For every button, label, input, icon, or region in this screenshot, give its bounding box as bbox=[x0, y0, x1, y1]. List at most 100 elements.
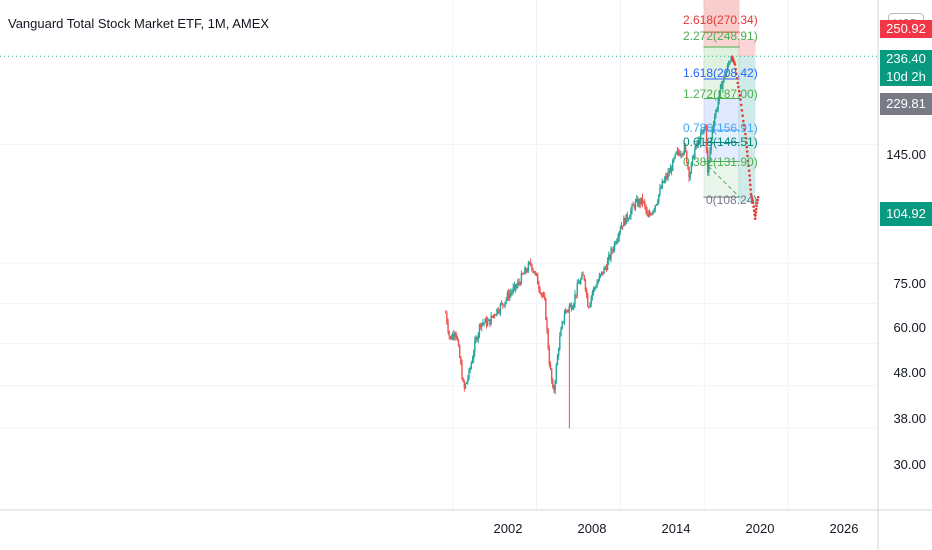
projection-dot bbox=[750, 195, 753, 198]
candle-body bbox=[656, 201, 659, 205]
candle-body bbox=[469, 368, 471, 370]
candle-body bbox=[497, 308, 499, 313]
candle-body bbox=[485, 318, 488, 326]
projection-dot bbox=[742, 119, 745, 123]
candle-body bbox=[516, 285, 518, 289]
candle-body bbox=[582, 274, 584, 276]
candle-body bbox=[688, 167, 690, 178]
candle-body bbox=[597, 280, 599, 284]
candle-body bbox=[584, 279, 587, 290]
candle-body bbox=[609, 255, 611, 259]
candle-body bbox=[665, 175, 667, 180]
candle-body bbox=[490, 315, 492, 325]
projection-dot bbox=[756, 195, 760, 199]
projection-dot bbox=[744, 132, 747, 136]
candle-body bbox=[731, 58, 733, 61]
candle-body bbox=[696, 143, 698, 145]
candle-body bbox=[456, 336, 459, 341]
price-tag-upper-red: 250.92 bbox=[880, 20, 932, 38]
candle-body bbox=[683, 144, 686, 153]
candle-body bbox=[503, 304, 505, 306]
candle-body bbox=[679, 153, 681, 156]
projection-dot bbox=[735, 76, 739, 80]
candle-body bbox=[573, 303, 575, 309]
candle-body bbox=[647, 212, 650, 218]
candle-body bbox=[624, 218, 626, 225]
candle-body bbox=[669, 168, 672, 174]
candle-body bbox=[570, 304, 573, 310]
candle-body bbox=[505, 298, 507, 302]
candle-body bbox=[510, 292, 512, 294]
candle-body bbox=[562, 321, 565, 323]
candle-body bbox=[691, 155, 694, 163]
candle-body bbox=[717, 100, 719, 110]
y-tick-label: 145.00 bbox=[886, 147, 926, 162]
candle-body bbox=[553, 387, 555, 391]
candle-body bbox=[605, 267, 608, 271]
candle-body bbox=[667, 172, 669, 178]
candle-body bbox=[491, 315, 493, 317]
candle-body bbox=[612, 249, 615, 251]
candle-body bbox=[577, 282, 580, 284]
candle-body bbox=[599, 274, 602, 276]
candle-body bbox=[604, 267, 606, 269]
candle-body bbox=[670, 168, 673, 171]
candle-body bbox=[719, 84, 722, 91]
candle-body bbox=[666, 175, 668, 178]
candle-body bbox=[727, 63, 730, 66]
fib-zone bbox=[703, 142, 740, 162]
candle-body bbox=[682, 152, 684, 155]
candle-body bbox=[471, 359, 474, 363]
candle-body bbox=[715, 110, 717, 117]
candle-body bbox=[547, 329, 549, 349]
candle-body bbox=[455, 333, 457, 337]
candle-body bbox=[677, 150, 680, 154]
candle-body bbox=[655, 204, 658, 206]
fib-label-0618: 0.618(146.51) bbox=[683, 135, 758, 149]
candle-body bbox=[506, 292, 509, 299]
candle-body bbox=[482, 322, 484, 324]
candle-body bbox=[680, 154, 682, 156]
candle-body bbox=[500, 302, 503, 305]
projection-dot bbox=[736, 81, 740, 85]
candle-body bbox=[488, 319, 490, 321]
candle-body bbox=[528, 262, 531, 264]
candle-body bbox=[639, 199, 641, 205]
candle-body bbox=[542, 295, 545, 297]
projection-dot bbox=[749, 188, 752, 191]
candle-body bbox=[449, 336, 452, 338]
candle-body bbox=[548, 348, 551, 365]
candle-body bbox=[555, 365, 558, 382]
candle-body bbox=[492, 314, 495, 317]
candle-body bbox=[716, 109, 718, 111]
projection-dot bbox=[752, 205, 755, 208]
candle-body bbox=[673, 158, 675, 160]
candle-body bbox=[518, 282, 520, 284]
candle-body bbox=[486, 320, 489, 326]
candle-body bbox=[701, 133, 703, 135]
projection-dot bbox=[730, 55, 734, 58]
candle-body bbox=[592, 287, 595, 293]
candle-body bbox=[693, 155, 695, 159]
x-tick-label: 2020 bbox=[745, 521, 775, 536]
candle-body bbox=[520, 273, 523, 285]
price-tag-last: 236.40 bbox=[880, 50, 932, 68]
candle-body bbox=[454, 333, 456, 337]
candle-body bbox=[635, 199, 638, 202]
candle-body bbox=[646, 210, 648, 213]
candle-body bbox=[566, 310, 568, 312]
candle-body bbox=[591, 292, 594, 297]
candle-body bbox=[552, 380, 554, 388]
fib-label-2272: 2.272(248.91) bbox=[683, 29, 758, 43]
candle-body bbox=[654, 205, 656, 210]
candle-body bbox=[474, 340, 476, 353]
candle-body bbox=[653, 209, 655, 212]
candle-body bbox=[608, 255, 610, 261]
candle-body bbox=[601, 271, 603, 275]
candle-body bbox=[711, 128, 714, 138]
candle-body bbox=[645, 205, 647, 211]
candle-body bbox=[527, 263, 530, 272]
y-tick-label: 48.00 bbox=[893, 365, 926, 380]
candle-body bbox=[493, 314, 496, 316]
